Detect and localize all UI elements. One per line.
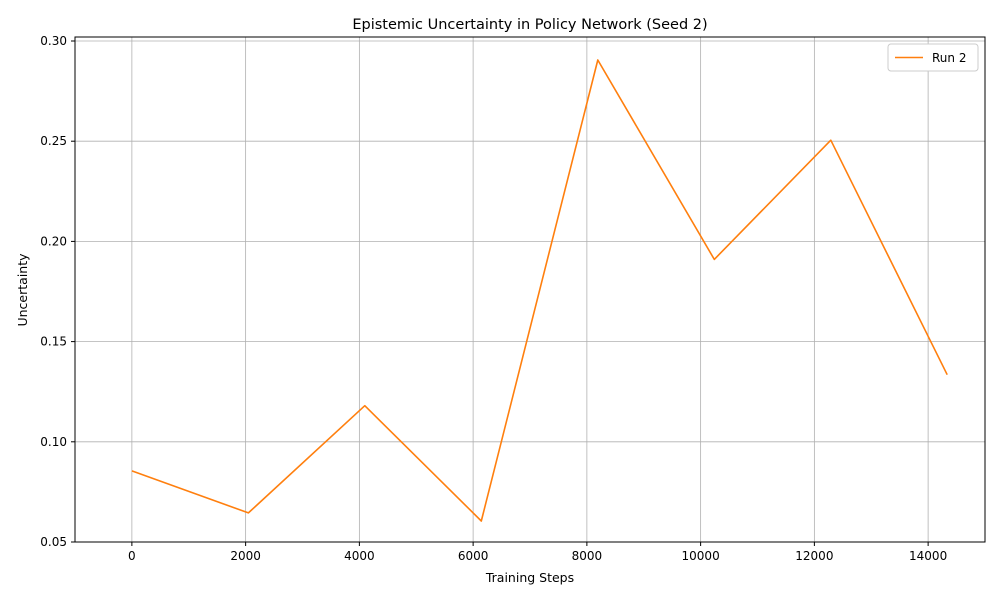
- series-line-run-2: [131, 59, 948, 522]
- x-tick-label: 12000: [795, 549, 833, 563]
- x-tick-label: 14000: [909, 549, 947, 563]
- y-tick-label: 0.30: [40, 34, 67, 48]
- y-tick-label: 0.10: [40, 435, 67, 449]
- x-tick-label: 10000: [682, 549, 720, 563]
- x-tick-label: 0: [128, 549, 136, 563]
- x-tick-label: 8000: [572, 549, 603, 563]
- series-layer: [131, 59, 948, 522]
- y-axis-label: Uncertainty: [15, 253, 30, 327]
- x-axis: 0 2000 4000 6000 8000 10000 12000 14000: [128, 542, 947, 563]
- y-tick-label: 0.05: [40, 535, 67, 549]
- chart-title: Epistemic Uncertainty in Policy Network …: [352, 17, 707, 33]
- plot-frame: [74, 36, 986, 543]
- x-tick-label: 2000: [230, 549, 261, 563]
- x-axis-label: Training Steps: [485, 570, 574, 585]
- y-tick-label: 0.15: [40, 335, 67, 349]
- x-tick-label: 6000: [458, 549, 489, 563]
- legend-label: Run 2: [932, 51, 966, 65]
- y-axis: 0.05 0.10 0.15 0.20 0.25 0.30: [40, 34, 75, 549]
- y-tick-label: 0.25: [40, 134, 67, 148]
- legend: Run 2: [887, 43, 979, 72]
- y-tick-label: 0.20: [40, 234, 67, 248]
- grid: [75, 37, 985, 543]
- legend-box: [887, 43, 979, 72]
- x-tick-label: 4000: [344, 549, 375, 563]
